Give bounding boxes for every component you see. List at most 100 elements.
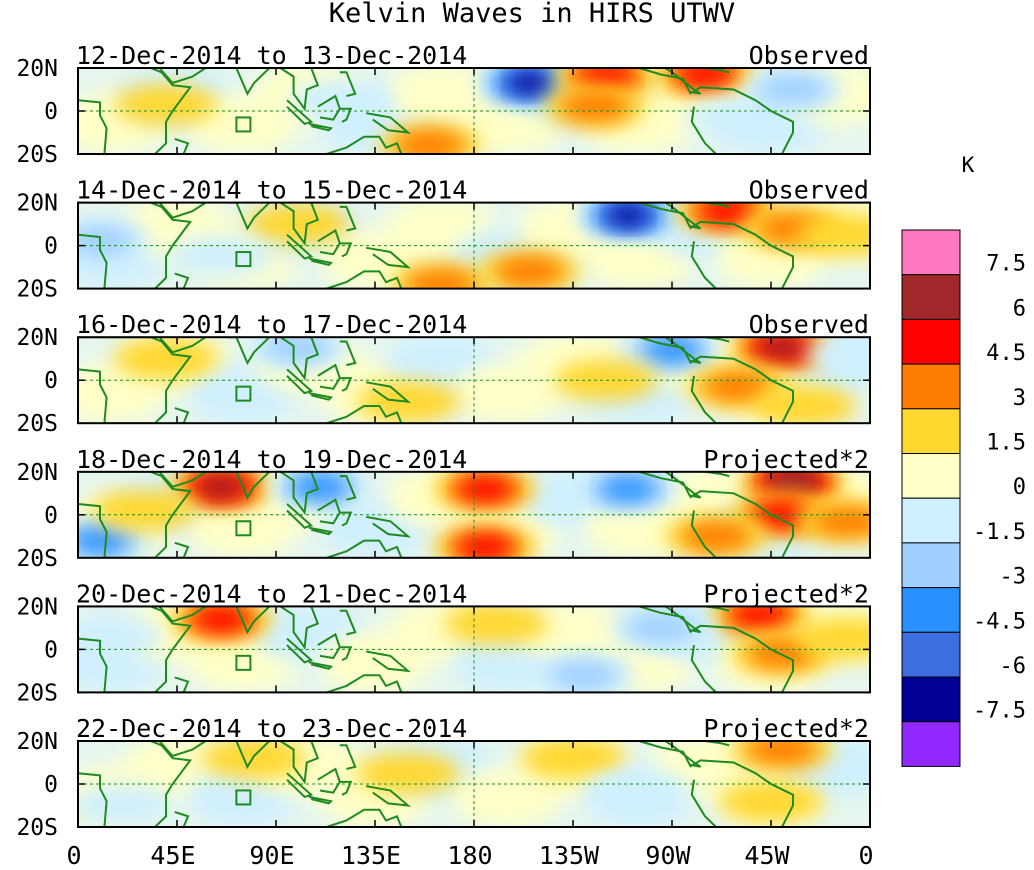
coastline <box>286 234 314 260</box>
coastline <box>286 772 314 799</box>
anomaly-blob <box>812 506 870 537</box>
colorbar-label: 1.5 <box>986 431 1026 456</box>
colorbar-swatch <box>901 721 961 767</box>
y-tick-label: 0 <box>44 772 58 798</box>
region-box-marker <box>235 789 252 806</box>
panel-date-range: 12-Dec-2014 to 13-Dec-2014 <box>76 41 467 70</box>
region-box-marker <box>235 116 252 133</box>
coastline <box>689 220 794 289</box>
anomaly-blob <box>169 235 273 278</box>
coastline <box>689 490 794 558</box>
panel-date-range: 22-Dec-2014 to 23-Dec-2014 <box>76 714 467 743</box>
panel-label: Observed <box>749 176 869 205</box>
anomaly-blob <box>625 613 697 643</box>
colorbar-units: K <box>962 153 975 177</box>
region-box-marker <box>235 654 252 671</box>
coastline <box>339 511 353 527</box>
colorbar-swatch <box>901 631 961 678</box>
coastlines <box>78 741 794 827</box>
anomaly-blob <box>719 780 823 823</box>
coastline <box>366 650 412 673</box>
anomaly-field <box>78 202 870 289</box>
anomaly-blob <box>78 784 174 827</box>
anomaly-blob <box>246 203 350 246</box>
anomaly-blob <box>548 660 620 691</box>
coastline <box>638 202 702 230</box>
y-tick-label: 0 <box>44 234 58 260</box>
colorbar-label: -4.5 <box>973 609 1026 634</box>
anomaly-blob <box>202 741 306 780</box>
panel-label: Projected*2 <box>703 714 869 743</box>
coastline <box>308 392 334 401</box>
coastline <box>638 337 702 364</box>
panel-label: Projected*2 <box>703 445 869 474</box>
coastline <box>308 795 334 805</box>
coastline <box>326 135 403 154</box>
anomaly-blob <box>292 474 348 499</box>
colorbar-label: -7.5 <box>973 699 1026 724</box>
coastline <box>308 122 334 132</box>
coastlines <box>78 202 794 289</box>
y-tick-label: 20S <box>16 680 58 706</box>
colorbar: K 7.5 6 4.5 3 1.5 0 -1.5 -3 -4.5 -6 -7.5 <box>901 153 1027 767</box>
coastline <box>227 741 271 769</box>
coastline <box>339 107 353 123</box>
panel-1: 20N 0 20S 12-Dec-2014 to 13-Dec-2014 Observe… <box>16 41 871 168</box>
anomaly-blob <box>680 521 752 552</box>
coastline <box>339 205 357 232</box>
y-tick-label: 20S <box>16 411 58 437</box>
colorbar-label: -3 <box>1000 565 1027 590</box>
anomaly-field <box>78 337 870 424</box>
panel-4: 20N 0 20S 18-Dec-2014 to 19-Dec-2014 Project… <box>16 445 871 572</box>
anomaly-blob <box>796 213 870 256</box>
anomaly-field <box>78 741 870 827</box>
anomaly-blob <box>521 741 625 780</box>
anomaly-blob <box>493 256 565 287</box>
colorbar-swatch <box>901 408 961 454</box>
coastline <box>158 606 207 623</box>
panel-date-range: 18-Dec-2014 to 19-Dec-2014 <box>76 445 467 474</box>
coastline <box>689 86 794 154</box>
coastline <box>308 526 334 536</box>
coastline <box>286 99 314 126</box>
y-tick-label: 20N <box>16 56 58 82</box>
colorbar-label: 4.5 <box>986 341 1026 366</box>
coastline <box>308 257 334 267</box>
anomaly-blob <box>607 205 649 226</box>
colorbar-swatch <box>901 363 961 410</box>
coastline <box>638 471 702 499</box>
x-tick-label: 45W <box>744 841 790 870</box>
x-tick-label: 45E <box>150 841 195 870</box>
anomaly-blob <box>457 476 513 502</box>
coastline <box>286 503 314 529</box>
coastline <box>227 606 271 635</box>
coastline <box>158 741 207 758</box>
coastlines <box>78 606 794 693</box>
coastline <box>286 368 314 395</box>
coastline <box>326 270 403 289</box>
coastline <box>158 68 207 85</box>
coastline <box>158 337 207 354</box>
coastline <box>174 137 190 154</box>
coastline <box>279 202 320 247</box>
coastline <box>366 785 412 807</box>
coastline <box>227 337 271 366</box>
coastlines <box>78 471 794 558</box>
coastlines <box>78 68 794 154</box>
coastline <box>279 68 320 112</box>
panel-date-range: 20-Dec-2014 to 21-Dec-2014 <box>76 579 467 608</box>
y-tick-label: 0 <box>44 637 58 663</box>
panel-2: 20N 0 20S 14-Dec-2014 to 15-Dec-2014 Observe… <box>16 176 871 303</box>
coastline <box>286 637 314 664</box>
anomaly-blob <box>746 741 818 765</box>
y-tick-label: 20S <box>16 815 58 841</box>
anomaly-blob <box>702 371 774 402</box>
coastline <box>78 606 193 693</box>
y-tick-label: 20S <box>16 546 58 572</box>
y-tick-label: 20N <box>16 325 58 351</box>
colorbar-swatch <box>901 453 961 499</box>
coastline <box>689 624 794 693</box>
colorbar-swatch <box>901 229 961 276</box>
coastline <box>78 337 193 424</box>
anomaly-blob <box>114 83 218 126</box>
